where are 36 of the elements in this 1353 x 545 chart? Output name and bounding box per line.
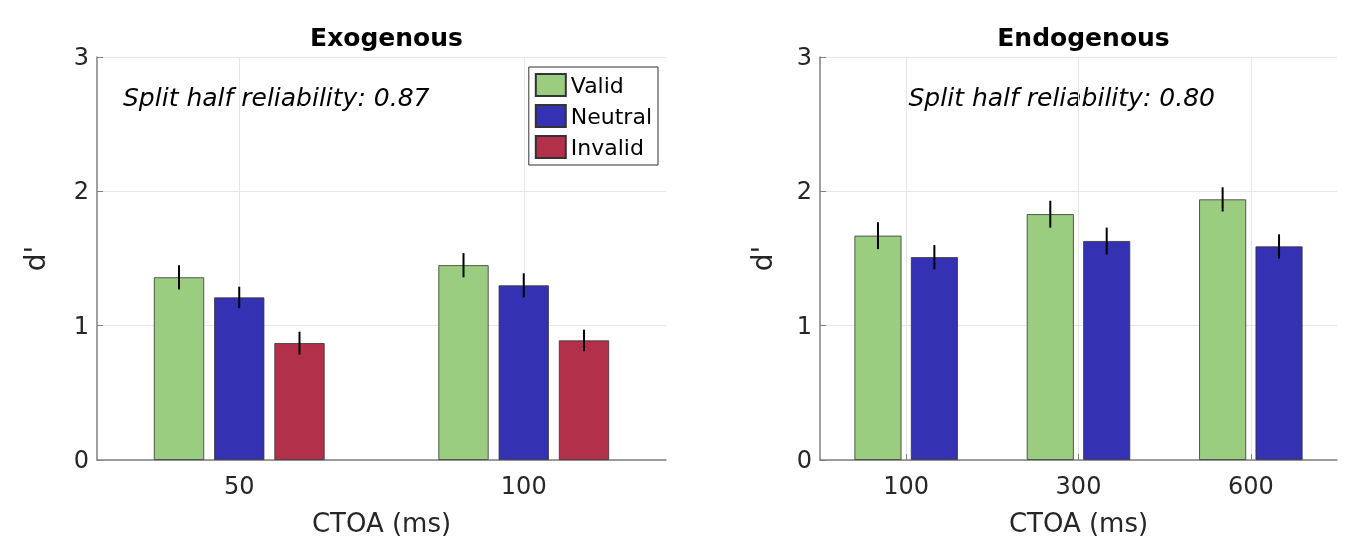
x-tick-label: 300 [1055, 472, 1102, 500]
annotation: Split half reliability: 0.87 [123, 83, 430, 112]
y-tick-label: 1 [73, 311, 89, 340]
bar [1255, 246, 1303, 460]
bar [214, 297, 265, 460]
chart-title: Exogenous [310, 23, 463, 52]
x-axis-title: CTOA (ms) [1008, 508, 1149, 538]
bar [438, 265, 489, 460]
bar [1199, 199, 1247, 460]
legend-label: Valid [570, 72, 624, 98]
chart-title: Endogenous [997, 23, 1170, 52]
bar [274, 343, 325, 460]
x-tick-label: 50 [223, 472, 255, 500]
y-tick-label: 2 [796, 177, 812, 206]
y-axis-title: d' [18, 245, 52, 272]
x-tick-label: 600 [1227, 472, 1274, 500]
y-tick-label: 0 [796, 446, 812, 474]
y-tick-label: 0 [73, 446, 89, 474]
bar [558, 340, 610, 460]
annotation: Split half reliability: 0.80 [908, 83, 1215, 112]
y-tick-label: 1 [796, 311, 812, 340]
x-tick-label: 100 [500, 472, 547, 500]
bar [910, 257, 958, 460]
bar [1083, 241, 1131, 460]
legend-label: Invalid [570, 134, 644, 160]
x-axis-title: CTOA (ms) [311, 508, 452, 538]
x-tick-label: 100 [883, 472, 930, 500]
legend-label: Neutral [570, 103, 652, 129]
bar [153, 277, 205, 460]
bar [854, 235, 902, 460]
y-axis-title: d' [745, 245, 779, 272]
y-tick-label: 3 [796, 43, 812, 71]
bar [1026, 214, 1074, 460]
y-tick-label: 3 [73, 43, 89, 71]
bar [498, 285, 549, 460]
y-tick-label: 2 [73, 177, 89, 206]
